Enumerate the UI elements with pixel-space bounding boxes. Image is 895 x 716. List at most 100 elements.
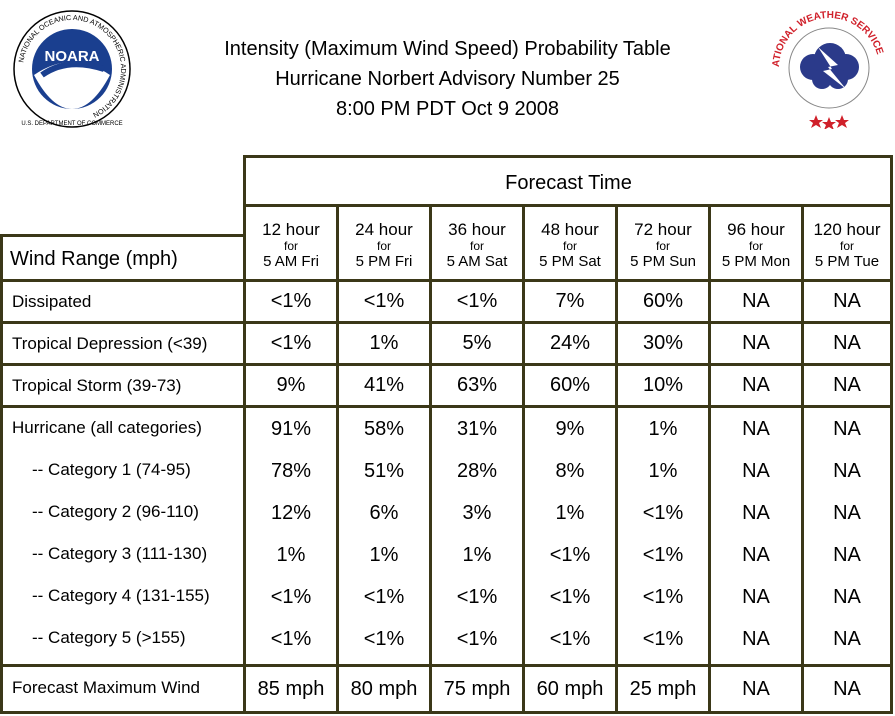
grid-line (0, 279, 893, 282)
column-header-when: 5 PM Fri (355, 253, 413, 270)
row-label: -- Category 3 (111-130) (32, 544, 208, 563)
noaa-logo: NOARA NATIONAL OCEANIC AND ATMOSPHERIC A… (13, 10, 131, 128)
table-cell: 1% (369, 543, 399, 566)
table-cell: 9% (555, 417, 585, 440)
column-header-hour: 36 hour (448, 220, 506, 239)
row-label: -- Category 5 (>155) (32, 628, 186, 647)
grid-line (336, 204, 339, 714)
table-cell: <1% (270, 332, 312, 354)
table-cell: NA (833, 332, 861, 354)
column-header: 12 hour for 5 AM Fri (246, 221, 336, 269)
table-cell: NA (742, 459, 770, 482)
table-cell: <1% (270, 290, 312, 312)
column-header-for: for (283, 239, 298, 253)
table-cell: 1% (648, 459, 678, 482)
table-cell: 1% (555, 501, 585, 524)
table-cell: 60% (549, 374, 591, 396)
table-cell: <1% (549, 627, 591, 650)
table-cell: <1% (363, 290, 405, 312)
row-label: -- Category 1 (74-95) (32, 460, 191, 479)
table-cell: NA (742, 677, 770, 700)
column-header: 96 hour for 5 PM Mon (711, 221, 801, 269)
column-header: 36 hour for 5 AM Sat (432, 221, 522, 269)
column-header-hour: 48 hour (541, 220, 599, 239)
table-cell: NA (833, 290, 861, 312)
table-cell: NA (833, 627, 861, 650)
column-header-for: for (562, 239, 577, 253)
table-cell: <1% (456, 627, 498, 650)
grid-line (801, 204, 804, 714)
grid-line (429, 204, 432, 714)
table-cell: 10% (642, 374, 684, 396)
column-header-hour: 120 hour (813, 220, 881, 239)
table-cell: 85 mph (257, 677, 325, 700)
table-cell: 41% (363, 374, 405, 396)
table-cell: NA (742, 374, 770, 396)
grid-line (0, 234, 246, 237)
table-cell: 25 mph (629, 677, 697, 700)
table-cell: NA (833, 677, 861, 700)
column-header-hour: 96 hour (727, 220, 785, 239)
table-cell: 9% (276, 374, 306, 396)
table-cell: 78% (270, 459, 312, 482)
grid-line (243, 155, 246, 714)
row-label: -- Category 2 (96-110) (32, 502, 199, 521)
table-cell: 1% (462, 543, 492, 566)
table-cell: <1% (642, 501, 684, 524)
table-cell: 63% (456, 374, 498, 396)
column-header-for: for (376, 239, 391, 253)
table-cell: <1% (270, 627, 312, 650)
column-header-hour: 12 hour (262, 220, 320, 239)
table-cell: NA (833, 543, 861, 566)
column-header-when: 5 PM Sun (630, 253, 696, 270)
table-cell: 6% (369, 501, 399, 524)
forecast-time-label: Forecast Time (505, 172, 632, 194)
column-header-when: 5 AM Sat (446, 253, 508, 270)
table-cell: NA (742, 417, 770, 440)
row-label: Forecast Maximum Wind (12, 678, 200, 697)
row-label: Hurricane (all categories) (12, 418, 202, 437)
grid-line (522, 204, 525, 714)
row-label: Tropical Depression (<39) (12, 334, 208, 353)
grid-line (0, 321, 893, 324)
grid-line (243, 204, 893, 207)
column-header-for: for (655, 239, 670, 253)
table-cell: <1% (549, 543, 591, 566)
table-cell: NA (742, 332, 770, 354)
noaa-bottom-text: U.S. DEPARTMENT OF COMMERCE (21, 121, 122, 127)
column-header: 72 hour for 5 PM Sun (618, 221, 708, 269)
column-header-for: for (839, 239, 854, 253)
column-header: 48 hour for 5 PM Sat (525, 221, 615, 269)
title-line-3: 8:00 PM PDT Oct 9 2008 (335, 98, 560, 120)
table-cell: 60 mph (536, 677, 604, 700)
table-cell: 28% (456, 459, 498, 482)
table-cell: 91% (270, 417, 312, 440)
table-cell: <1% (270, 585, 312, 608)
table-cell: <1% (363, 585, 405, 608)
table-cell: 51% (363, 459, 405, 482)
column-header: 24 hour for 5 PM Fri (339, 221, 429, 269)
table-cell: <1% (456, 290, 498, 312)
table-cell: 58% (363, 417, 405, 440)
table-cell: <1% (549, 585, 591, 608)
table-cell: <1% (363, 627, 405, 650)
column-header-for: for (469, 239, 484, 253)
table-cell: 8% (555, 459, 585, 482)
table-cell: 75 mph (443, 677, 511, 700)
column-header-hour: 24 hour (355, 220, 413, 239)
nws-logo: NATIONAL WEATHER SERVICE (768, 7, 885, 129)
row-label: -- Category 4 (131-155) (32, 586, 210, 605)
table-cell: <1% (642, 627, 684, 650)
table-cell: NA (833, 585, 861, 608)
table-cell: NA (742, 585, 770, 608)
table-cell: NA (742, 290, 770, 312)
table-cell: 30% (642, 332, 684, 354)
table-cell: 24% (549, 332, 591, 354)
grid-line (890, 155, 893, 714)
table-cell: NA (742, 501, 770, 524)
table-cell: 3% (462, 501, 492, 524)
table-cell: 31% (456, 417, 498, 440)
table-cell: 12% (270, 501, 312, 524)
title-line-1: Intensity (Maximum Wind Speed) Probabili… (224, 38, 671, 60)
table-cell: NA (833, 501, 861, 524)
